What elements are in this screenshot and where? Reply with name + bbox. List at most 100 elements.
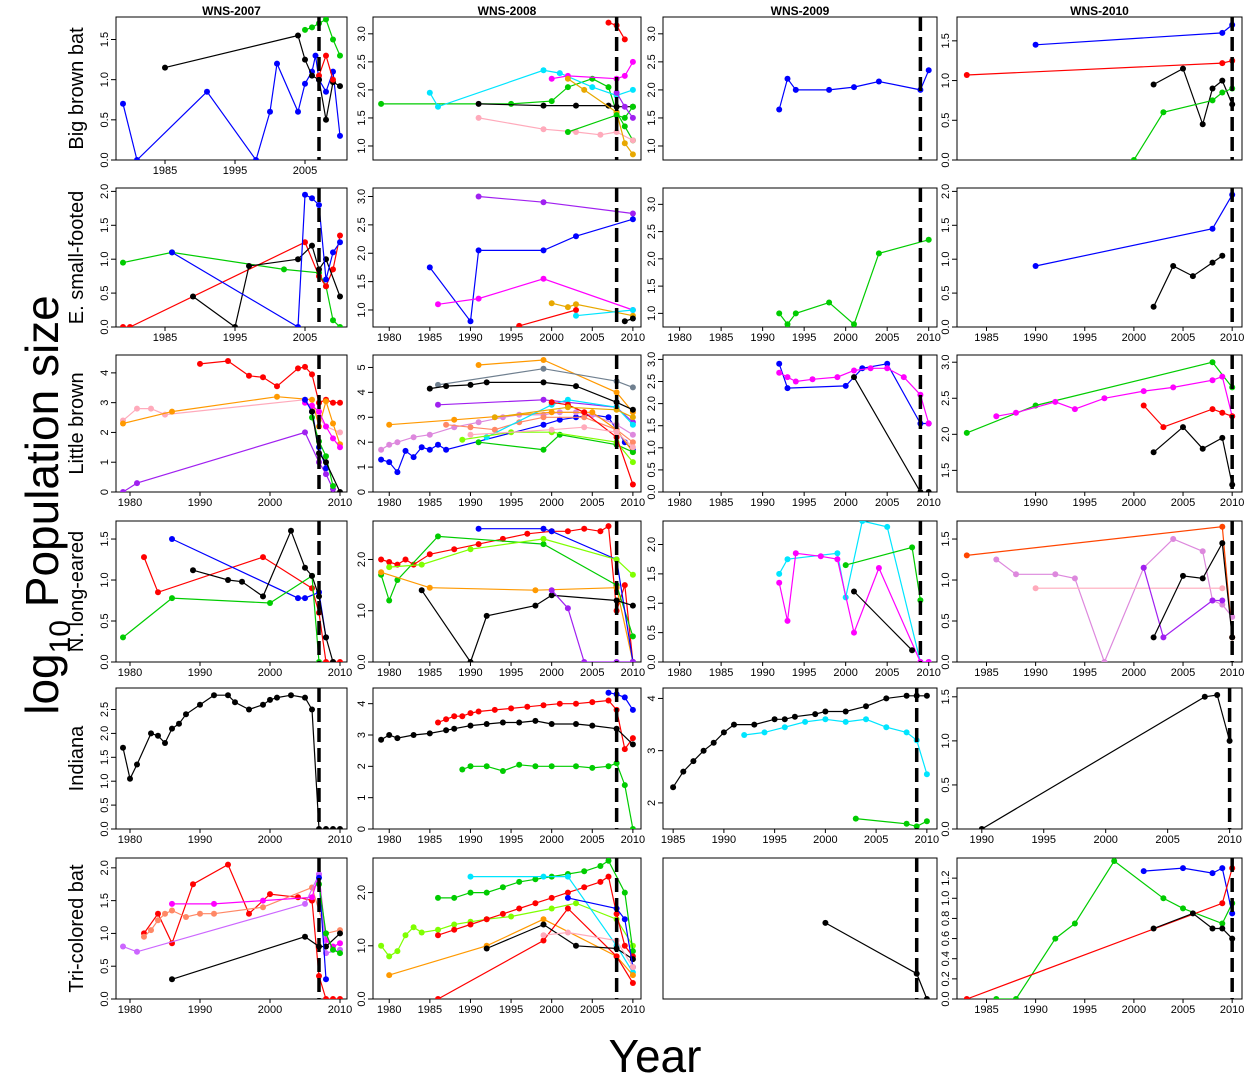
data-point [176, 720, 182, 727]
data-point [1189, 273, 1196, 280]
data-point [1140, 564, 1147, 571]
data-point [540, 937, 547, 944]
data-point [540, 541, 547, 548]
data-point [378, 556, 385, 563]
data-point [826, 86, 833, 93]
plot-frame [662, 687, 938, 830]
series-line [966, 867, 1233, 999]
data-point [629, 384, 636, 391]
data-point [426, 584, 433, 591]
data-point [532, 602, 539, 609]
series-line [845, 546, 921, 601]
data-point [1052, 571, 1059, 578]
data-point [418, 561, 425, 568]
data-point [540, 916, 547, 923]
data-point [459, 766, 466, 773]
series-line [1143, 405, 1233, 428]
series-line [380, 535, 634, 637]
data-point [288, 527, 294, 534]
data-point [426, 89, 433, 96]
x-tick-label: 1985 [418, 667, 442, 679]
data-point [316, 202, 322, 208]
data-point [1071, 920, 1078, 927]
data-point [548, 763, 555, 770]
y-tick-label: 1.0 [646, 440, 658, 455]
data-point [564, 84, 571, 91]
series-line [429, 218, 634, 323]
y-tick-label: 2.0 [99, 860, 111, 875]
data-point [1170, 263, 1177, 269]
series-line [171, 932, 341, 980]
data-point [337, 52, 343, 59]
y-tick-label: 1.5 [99, 218, 111, 233]
panel [662, 857, 938, 1000]
panel: 0.0 1.0 2.0 1980 1985 1990 1995 2000 2005 2010 [356, 520, 645, 679]
x-tick-label: 1985 [974, 1004, 998, 1016]
x-tick-label: 2000 [539, 667, 563, 679]
y-tick-label: 1.0 [940, 572, 952, 587]
y-tick-label: 0.0 [940, 991, 952, 1006]
data-point [540, 873, 547, 880]
data-point [540, 921, 547, 928]
x-tick-label: 1990 [712, 834, 736, 846]
series-line [853, 591, 913, 651]
panel: 0.0 0.5 1.0 1.5 1985 1990 1995 2000 2005 2010 [940, 520, 1244, 679]
y-tick-label: 1 [99, 459, 111, 465]
data-point [323, 659, 329, 662]
data-point [812, 711, 819, 718]
y-tick-label: 0.5 [99, 112, 111, 127]
y-tick-label: 3 [99, 400, 111, 406]
data-point [337, 489, 343, 492]
data-point [629, 307, 636, 313]
data-point [491, 426, 498, 433]
data-point [993, 556, 1000, 563]
data-point [851, 367, 857, 374]
data-point [394, 735, 401, 742]
plot-frame [115, 857, 348, 1000]
y-tick-label: 1.5 [99, 32, 111, 47]
x-tick-label: 1990 [750, 497, 774, 509]
x-tick-label: 1980 [118, 667, 142, 679]
data-point [1013, 996, 1019, 999]
data-point [1180, 424, 1186, 431]
data-point [516, 761, 523, 768]
data-point [483, 721, 490, 727]
y-tick-label: 0.0 [940, 654, 952, 669]
data-point [330, 420, 336, 427]
data-point [302, 80, 308, 87]
series-line [575, 309, 633, 317]
panel-title: WNS-2009 [771, 4, 830, 18]
plot-area [963, 359, 1236, 488]
data-point [573, 233, 579, 240]
data-point [330, 996, 336, 999]
data-point [605, 858, 612, 864]
y-tick-label: 3.0 [646, 197, 658, 212]
y-tick-label: 0.0 [99, 654, 111, 669]
data-point [629, 735, 636, 742]
panel-title: WNS-2007 [202, 4, 261, 18]
data-point [1209, 925, 1216, 932]
data-point [802, 718, 809, 725]
data-point [923, 692, 930, 699]
data-point [295, 894, 301, 901]
y-tick-label: 2.0 [99, 726, 111, 741]
plot-frame [372, 16, 642, 161]
data-point [467, 318, 474, 325]
data-point [589, 764, 596, 771]
panel: 0.0 0.5 1.0 1.5 2.0 2.5 1980 1990 2000 2010 [99, 687, 352, 846]
data-point [761, 729, 768, 736]
data-point [1219, 409, 1226, 416]
plot-area [120, 191, 343, 327]
data-point [925, 67, 932, 74]
data-point [548, 399, 555, 406]
y-tick-label: 0.0 [940, 821, 952, 836]
series-line [778, 521, 929, 662]
series-line [778, 239, 929, 326]
data-point [548, 592, 555, 599]
data-point [120, 100, 126, 107]
y-tick-label: 1.5 [99, 750, 111, 765]
data-point [883, 724, 890, 731]
data-point [475, 708, 482, 715]
data-point [851, 321, 857, 327]
data-point [435, 103, 441, 110]
